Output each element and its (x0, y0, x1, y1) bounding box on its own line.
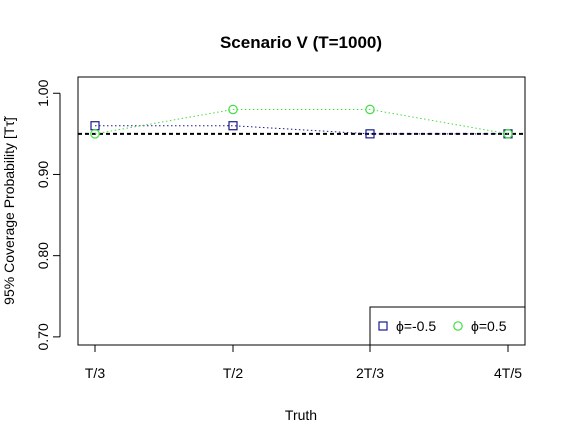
data-point-circle (503, 129, 513, 139)
series-line (95, 125, 508, 135)
data-point-square (365, 129, 375, 139)
chart-title: Scenario V (T=1000) (220, 33, 382, 52)
x-tick-label: 2T/3 (356, 365, 384, 381)
x-axis: T/3 T/2 2T/3 4T/5 (85, 344, 522, 381)
legend-label: ϕ=0.5 (471, 318, 507, 334)
y-tick-label: 1.00 (35, 79, 51, 106)
x-tick-label: T/2 (223, 365, 243, 381)
data-point-circle (228, 104, 238, 115)
y-tick-label: 0.70 (35, 323, 51, 350)
series-line (94, 108, 509, 135)
plot-frame (77, 76, 526, 346)
data-point-circle (365, 104, 375, 115)
x-tick-label: 4T/5 (494, 365, 522, 381)
y-tick-label: 0.80 (35, 242, 51, 269)
legend-box (369, 306, 526, 346)
y-tick-label: 0.90 (35, 161, 51, 188)
y-axis-label: 95% Coverage Probability [Tτ̃] (1, 116, 17, 305)
legend-label: ϕ=-0.5 (396, 318, 436, 334)
x-tick-label: T/3 (85, 365, 105, 381)
data-point-square (228, 121, 238, 131)
legend: ϕ=-0.5 ϕ=0.5 (369, 306, 526, 346)
y-axis: 0.70 0.80 0.90 1.00 (35, 79, 61, 351)
series-layer (90, 104, 513, 139)
x-axis-label: Truth (285, 407, 317, 423)
legend-marker-circle (453, 321, 463, 331)
legend-marker-square (378, 321, 388, 331)
data-point-circle (90, 129, 100, 139)
